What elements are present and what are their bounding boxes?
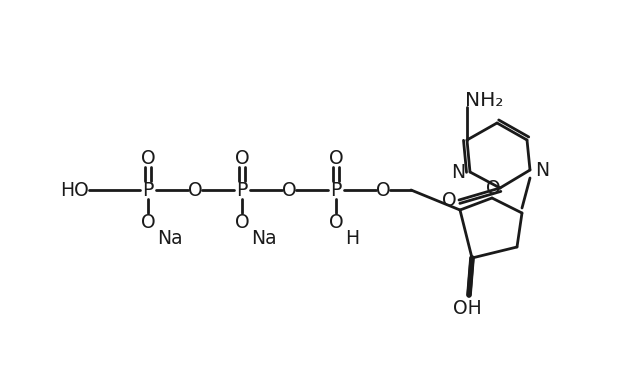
Text: O: O: [282, 181, 296, 199]
Text: P: P: [330, 181, 342, 199]
Text: NH₂: NH₂: [465, 91, 503, 110]
Text: O: O: [486, 178, 500, 197]
Text: N: N: [535, 160, 549, 180]
Text: H: H: [345, 229, 359, 248]
Text: O: O: [141, 212, 156, 232]
Text: Na: Na: [157, 229, 182, 248]
Text: O: O: [442, 190, 456, 209]
Text: Na: Na: [251, 229, 276, 248]
Text: O: O: [235, 148, 250, 168]
Text: O: O: [376, 181, 390, 199]
Text: P: P: [236, 181, 248, 199]
Text: OH: OH: [452, 298, 481, 318]
Text: O: O: [329, 212, 343, 232]
Text: O: O: [141, 148, 156, 168]
Text: N: N: [451, 162, 465, 181]
Text: O: O: [329, 148, 343, 168]
Text: HO: HO: [61, 181, 90, 199]
Text: O: O: [235, 212, 250, 232]
Text: P: P: [142, 181, 154, 199]
Text: O: O: [188, 181, 202, 199]
